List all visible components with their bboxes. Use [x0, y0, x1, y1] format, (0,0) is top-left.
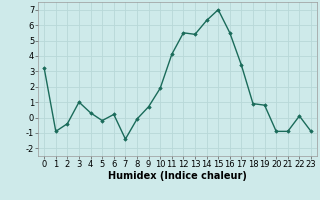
X-axis label: Humidex (Indice chaleur): Humidex (Indice chaleur): [108, 171, 247, 181]
